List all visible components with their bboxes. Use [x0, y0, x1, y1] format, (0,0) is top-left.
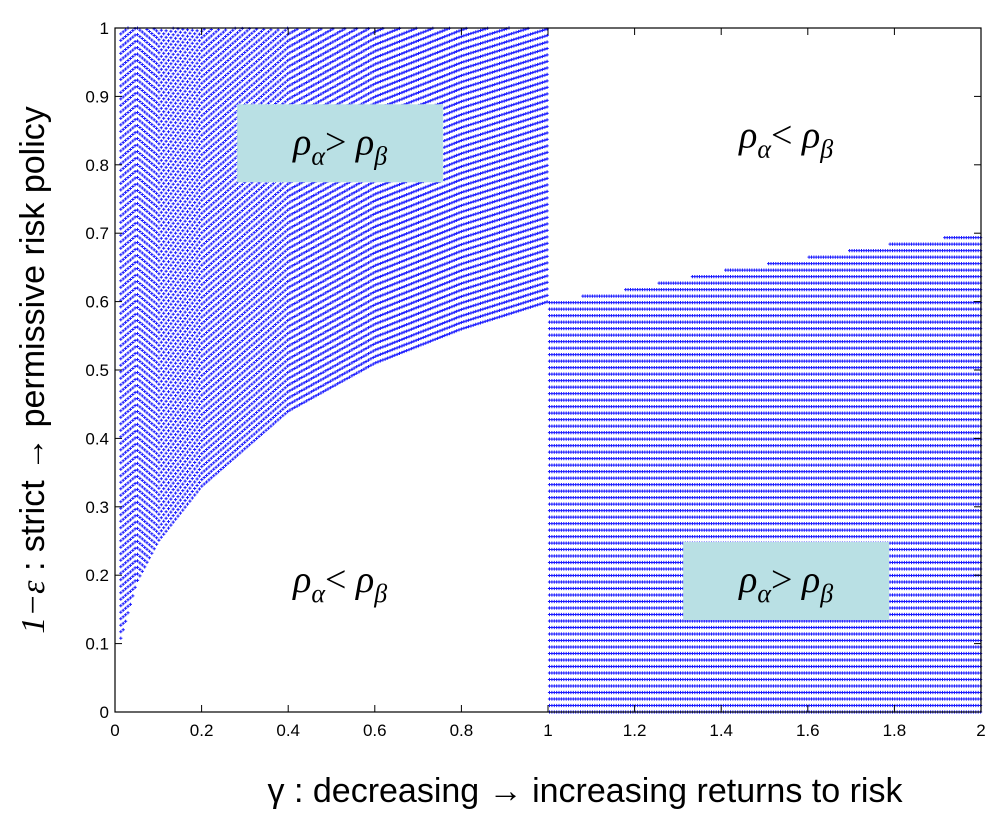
x-tick-label: 1.6: [796, 721, 820, 740]
y-tick-label: 0.2: [85, 566, 109, 585]
x-tick-label: 1.4: [709, 721, 733, 740]
y-tick-label: 0.4: [85, 429, 109, 448]
region-label-text: ρα< ρβ: [292, 559, 387, 608]
y-tick-label: 0.3: [85, 498, 109, 517]
x-tick-label: 0: [110, 721, 119, 740]
y-tick-label: 0.9: [85, 87, 109, 106]
y-tick-label: 0.1: [85, 635, 109, 654]
y-tick-label: 1: [100, 19, 109, 38]
region-label-box: [683, 542, 890, 621]
y-axis-ticks: 0 0.1 0.2 0.3 0.4 0.5 0.6 0.7 0.8 0.9 1: [85, 19, 981, 722]
y-axis-label-text: : strict → permissive risk policy: [14, 106, 52, 580]
region-label-3: ρα< ρβ: [292, 559, 387, 608]
region-label-box: [237, 104, 444, 183]
x-tick-label: 0.2: [190, 721, 214, 740]
x-axis-ticks: 0 0.2 0.4 0.6 0.8 1 1.2 1.4 1.6 1.8 2: [110, 28, 986, 740]
marker-field: [119, 26, 983, 714]
region-label-text: ρα< ρβ: [738, 114, 833, 163]
x-axis-label: γ : decreasing → increasing returns to r…: [268, 772, 904, 810]
y-tick-label: 0.8: [85, 156, 109, 175]
region-label-1: ρα> ρβ: [237, 104, 444, 183]
region-label-text: ρα> ρβ: [292, 121, 387, 170]
y-tick-label: 0.7: [85, 224, 109, 243]
region-labels: ρα> ρβ ρα< ρβ ρα< ρβ ρα> ρβ: [237, 104, 890, 621]
y-tick-label: 0.5: [85, 361, 109, 380]
scatter-markers: [119, 26, 983, 714]
x-tick-label: 0.4: [276, 721, 300, 740]
x-tick-label: 1.2: [623, 721, 647, 740]
y-tick-label: 0.6: [85, 293, 109, 312]
x-tick-label: 0.8: [450, 721, 474, 740]
y-axis-label: 1−ε : strict → permissive risk policy: [14, 106, 52, 634]
region-label-text: ρα> ρβ: [738, 559, 833, 608]
x-tick-label: 1: [543, 721, 552, 740]
y-axis-label-symbol: 1−ε: [15, 580, 52, 634]
region-label-4: ρα> ρβ: [683, 542, 890, 621]
y-tick-label: 0: [100, 703, 109, 722]
x-tick-label: 1.8: [883, 721, 907, 740]
region-label-2: ρα< ρβ: [738, 114, 833, 163]
x-tick-label: 0.6: [363, 721, 387, 740]
x-tick-label: 2: [976, 721, 985, 740]
